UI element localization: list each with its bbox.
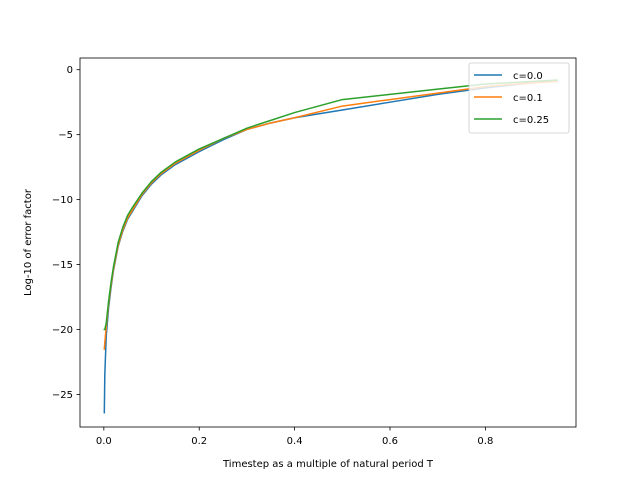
y-tick-label: −5 [58,130,73,141]
y-tick-label: −15 [52,260,73,271]
x-axis-label: Timestep as a multiple of natural period… [222,459,434,470]
x-tick-label: 0.2 [191,436,207,447]
y-tick-label: −10 [52,195,73,206]
x-tick-label: 0.6 [382,436,398,447]
series-line-2 [103,79,558,331]
series-layer [103,79,558,414]
y-tick-label: −25 [52,390,73,401]
x-tick-label: 0.0 [96,436,112,447]
x-tick-label: 0.4 [287,436,303,447]
y-axis: 0 −5 −10 −15 −20 −25 [52,65,80,401]
legend-label: c=0.1 [513,93,543,104]
y-tick-label: 0 [67,65,73,76]
x-tick-label: 0.8 [477,436,493,447]
y-axis-label: Log-10 of error factor [23,188,34,296]
plot-frame [79,57,577,428]
y-tick-label: −20 [52,325,73,336]
x-axis: 0.0 0.2 0.4 0.6 0.8 [96,427,493,447]
legend: c=0.0 c=0.1 c=0.25 [468,62,570,134]
legend-label: c=0.0 [513,71,543,82]
legend-frame [468,62,570,134]
legend-label: c=0.25 [513,115,549,126]
